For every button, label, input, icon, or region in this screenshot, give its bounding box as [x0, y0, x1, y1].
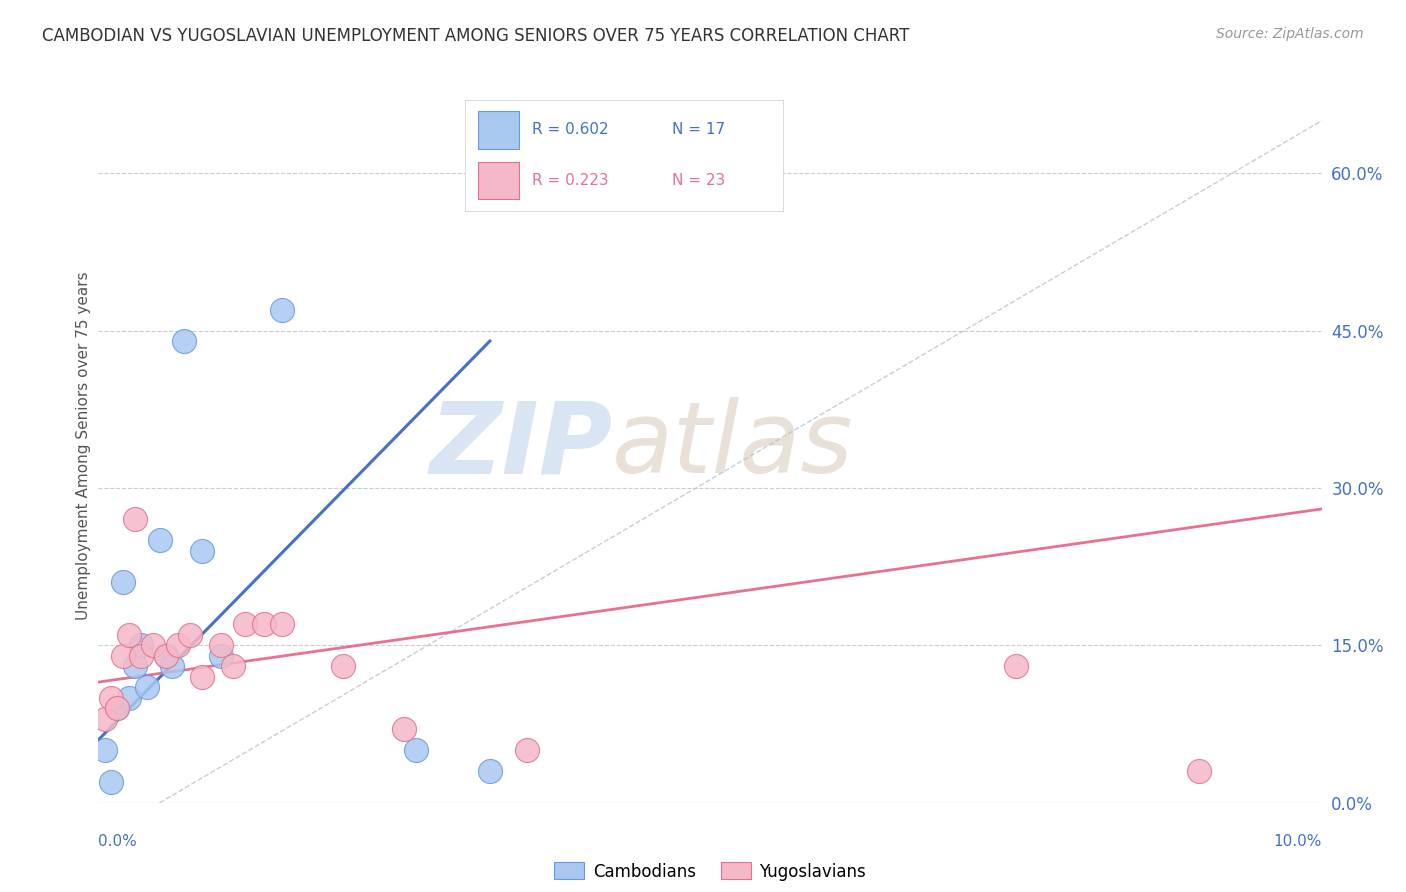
Point: [124, 512, 146, 526]
Point: [392, 723, 416, 737]
Point: [142, 639, 165, 653]
Point: [105, 701, 128, 715]
Point: [405, 743, 427, 757]
Point: [179, 628, 201, 642]
Point: [155, 648, 177, 663]
Text: CAMBODIAN VS YUGOSLAVIAN UNEMPLOYMENT AMONG SENIORS OVER 75 YEARS CORRELATION CH: CAMBODIAN VS YUGOSLAVIAN UNEMPLOYMENT AM…: [42, 27, 910, 45]
Text: ZIP: ZIP: [429, 398, 612, 494]
Point: [638, 135, 661, 149]
Point: [516, 743, 538, 757]
Text: atlas: atlas: [612, 398, 853, 494]
Point: [270, 302, 294, 317]
Point: [136, 681, 159, 695]
Point: [270, 617, 294, 632]
Point: [222, 659, 245, 673]
Text: 0.0%: 0.0%: [98, 834, 138, 849]
Point: [93, 743, 115, 757]
Point: [129, 639, 152, 653]
Text: Source: ZipAtlas.com: Source: ZipAtlas.com: [1216, 27, 1364, 41]
Point: [93, 712, 115, 726]
Point: [100, 774, 122, 789]
Point: [233, 617, 256, 632]
Y-axis label: Unemployment Among Seniors over 75 years: Unemployment Among Seniors over 75 years: [76, 272, 91, 620]
Point: [191, 670, 214, 684]
Point: [191, 544, 214, 558]
Point: [111, 575, 134, 590]
Point: [209, 639, 232, 653]
Point: [173, 334, 195, 348]
Point: [124, 659, 146, 673]
Point: [100, 690, 122, 705]
Legend: Cambodians, Yugoslavians: Cambodians, Yugoslavians: [548, 855, 872, 888]
Point: [478, 764, 501, 779]
Text: 10.0%: 10.0%: [1274, 834, 1322, 849]
Point: [155, 648, 177, 663]
Point: [129, 648, 152, 663]
Point: [167, 639, 190, 653]
Point: [252, 617, 274, 632]
Point: [209, 648, 232, 663]
Point: [111, 648, 134, 663]
Point: [118, 690, 141, 705]
Point: [332, 659, 354, 673]
Point: [118, 628, 141, 642]
Point: [105, 701, 128, 715]
Point: [149, 533, 172, 548]
Point: [1188, 764, 1211, 779]
Point: [1004, 659, 1026, 673]
Point: [160, 659, 183, 673]
